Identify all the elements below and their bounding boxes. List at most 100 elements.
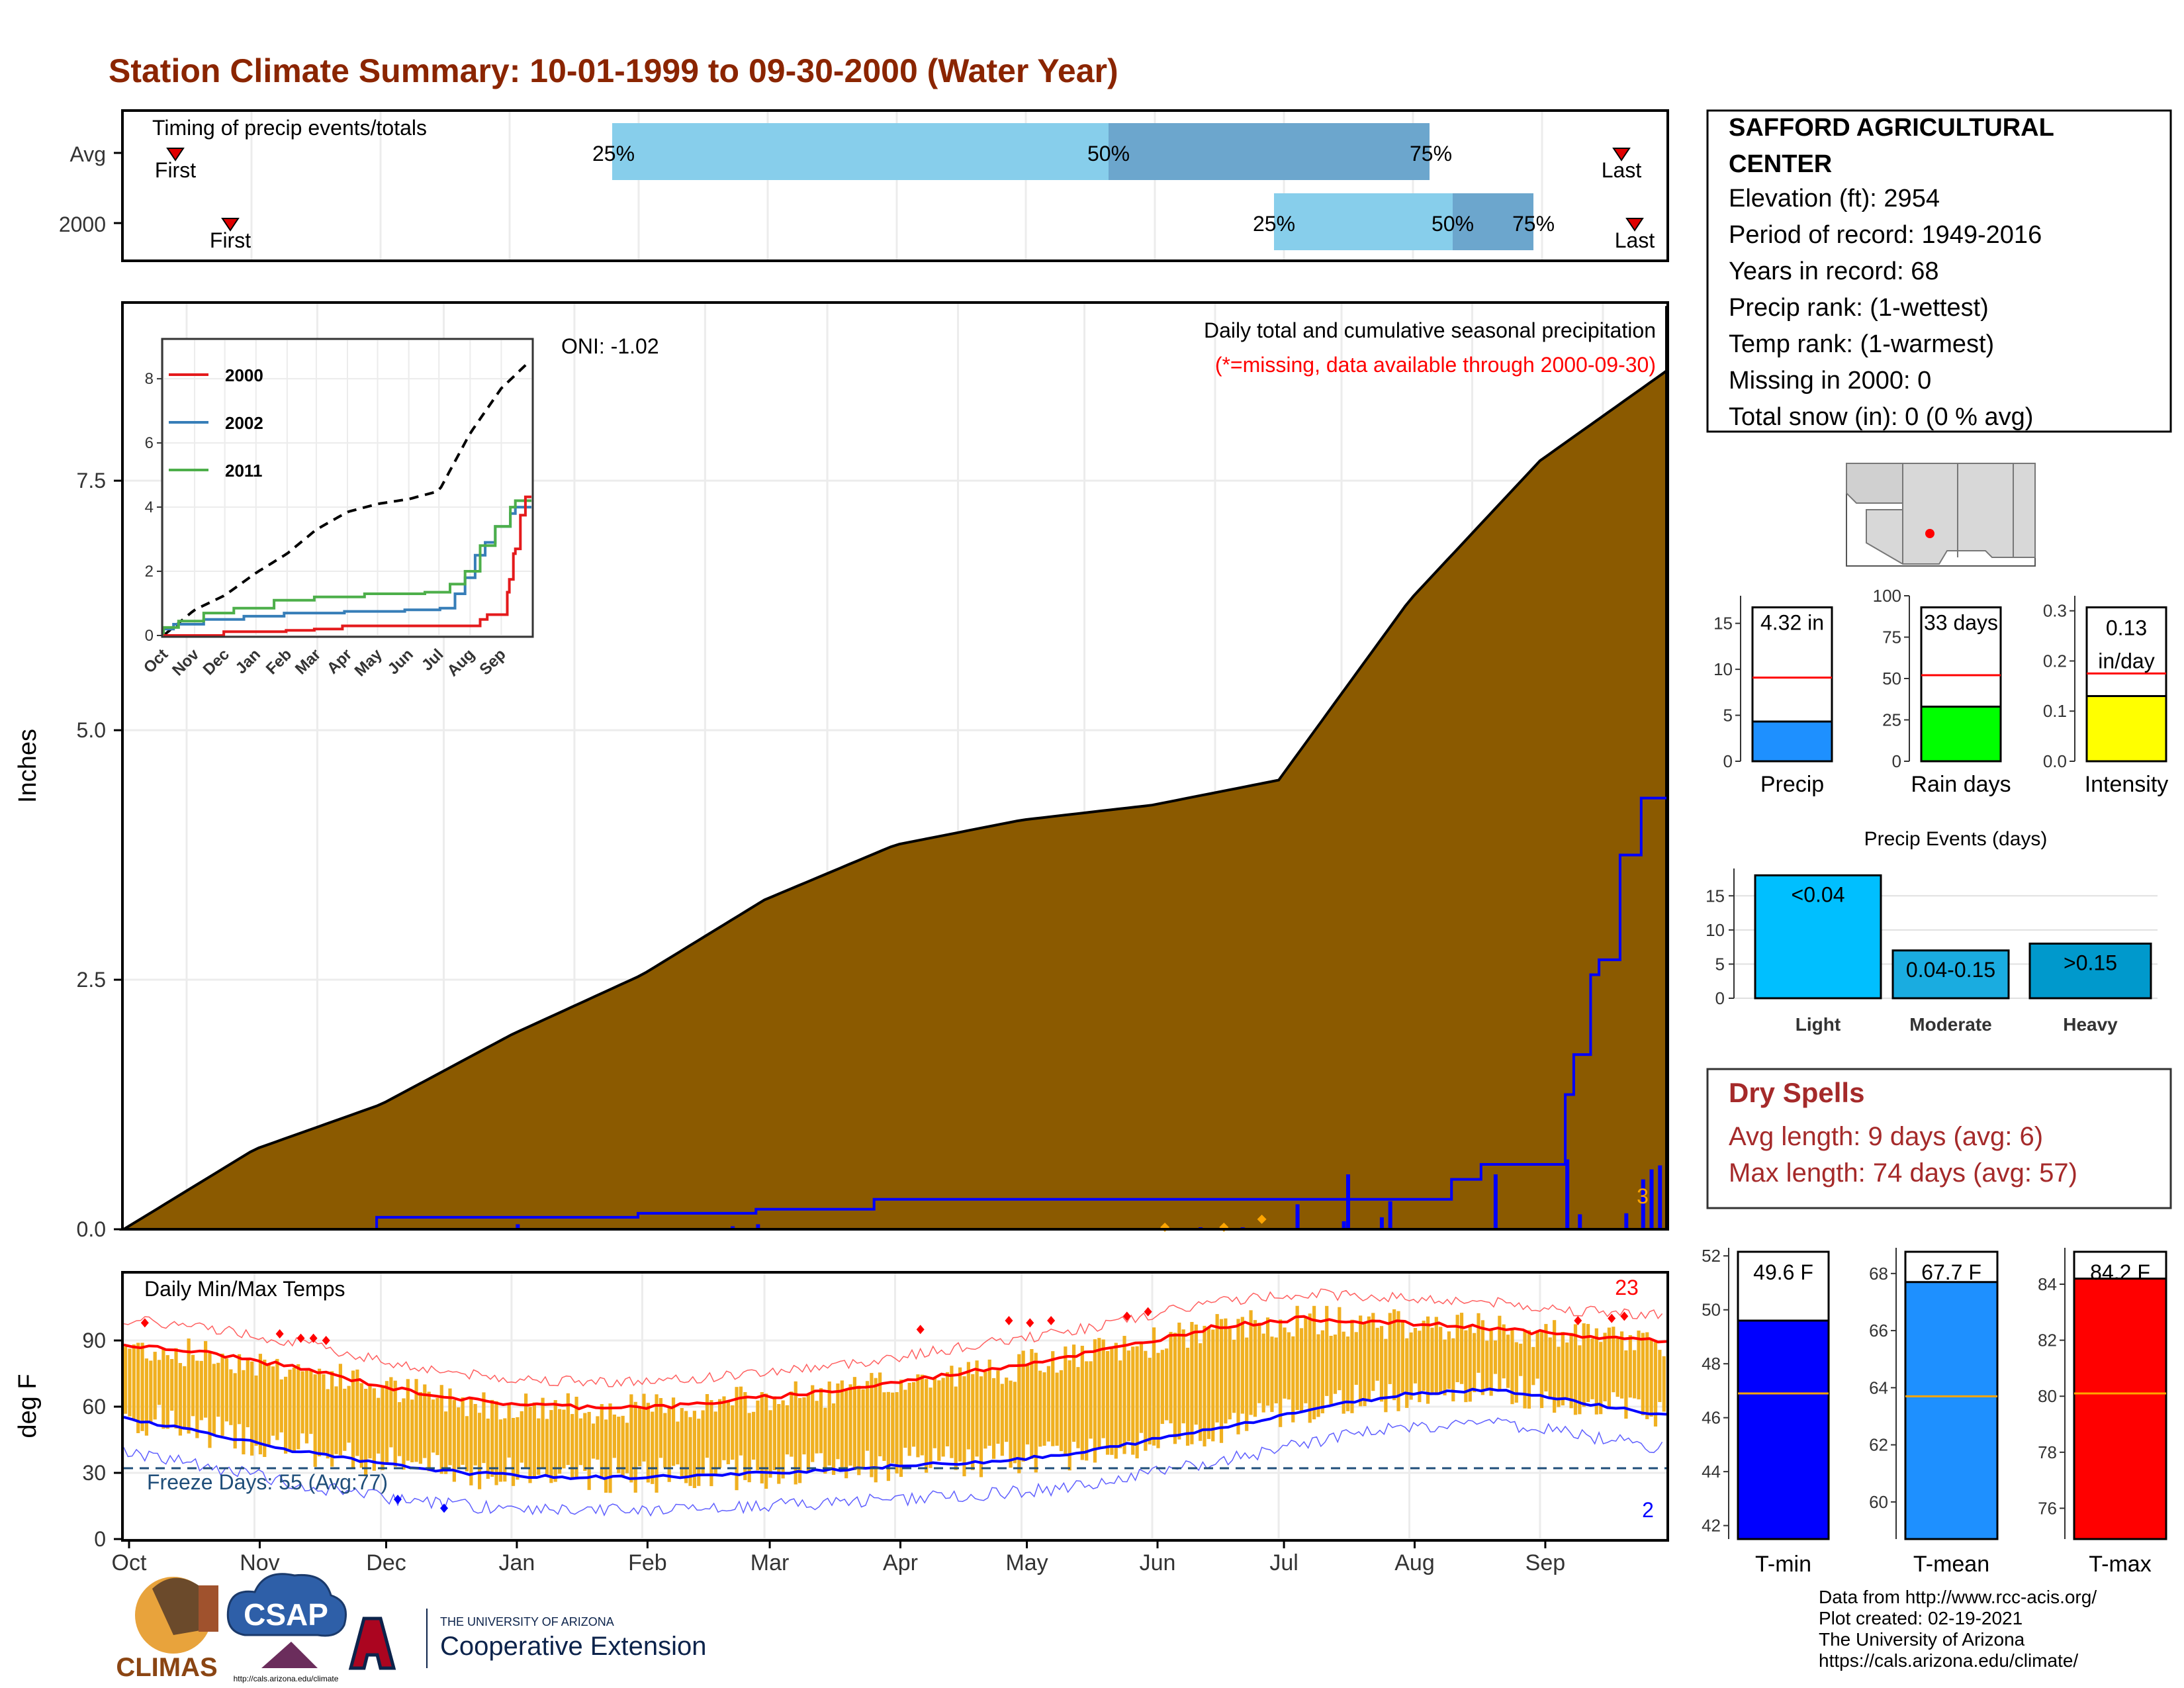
- temp-bar-tick-label: 82: [2038, 1331, 2057, 1350]
- avg-last-marker: [1612, 148, 1631, 162]
- precip-ytick-label: 2.5: [77, 968, 106, 992]
- daily-temp-bar: [347, 1385, 351, 1443]
- daily-temp-bar: [183, 1366, 187, 1430]
- daily-temp-bar: [815, 1401, 819, 1454]
- inset-ytick-label: 0: [145, 627, 154, 645]
- daily-temp-bar: [743, 1391, 747, 1480]
- daily-temp-bar: [688, 1417, 692, 1486]
- daily-temp-bar: [608, 1403, 612, 1493]
- daily-temp-bar: [498, 1419, 503, 1482]
- events-tick-label: 15: [1706, 886, 1725, 906]
- daily-temp-bar: [1405, 1338, 1409, 1408]
- daily-temp-bar: [1215, 1314, 1219, 1423]
- ua-line1: THE UNIVERSITY OF ARIZONA: [440, 1615, 614, 1628]
- station-line-elevation: Elevation (ft): 2954: [1729, 185, 1940, 212]
- daily-temp-bar: [983, 1372, 987, 1449]
- daily-temp-bar: [157, 1360, 161, 1405]
- temp-label: Daily Min/Max Temps: [144, 1277, 345, 1301]
- summary-bar-label: Intensity: [2085, 772, 2169, 797]
- daily-temp-bar: [1025, 1364, 1030, 1445]
- mini-tick-label: 0.3: [2043, 601, 2067, 621]
- daily-temp-bar: [735, 1387, 739, 1491]
- daily-temp-bar: [785, 1405, 790, 1455]
- daily-temp-bar: [537, 1418, 541, 1475]
- daily-temp-bar: [1312, 1305, 1316, 1420]
- daily-temp-bar: [1093, 1339, 1097, 1463]
- daily-temp-bar: [1586, 1324, 1590, 1403]
- event-category-label: Moderate: [1909, 1014, 1991, 1035]
- daily-temp-bar: [317, 1368, 322, 1457]
- daily-precip-bar: [1641, 1179, 1645, 1229]
- daily-temp-bar: [701, 1410, 705, 1474]
- daily-temp-bar: [279, 1379, 283, 1432]
- daily-precip-bar: [516, 1224, 520, 1229]
- daily-temp-bar: [1148, 1358, 1152, 1445]
- daily-temp-bar: [195, 1360, 199, 1438]
- daily-temp-bar: [199, 1360, 203, 1421]
- daily-temp-bar: [1637, 1331, 1641, 1399]
- daily-temp-bar: [1628, 1335, 1632, 1398]
- daily-temp-bar: [751, 1411, 756, 1460]
- daily-temp-bar: [372, 1388, 376, 1471]
- daily-temp-bar: [570, 1414, 574, 1480]
- events-tick-label: 0: [1715, 988, 1725, 1008]
- temp-bar-label: T-mean: [1913, 1552, 1989, 1577]
- y2000-q75-label: 75%: [1512, 212, 1555, 236]
- daily-temp-bar: [1068, 1360, 1071, 1471]
- daily-temp-bar: [1561, 1332, 1565, 1406]
- daily-temp-bar: [1624, 1350, 1628, 1419]
- record-max-count: 23: [1615, 1276, 1639, 1299]
- daily-temp-bar: [267, 1364, 271, 1446]
- daily-temp-bar: [444, 1411, 448, 1474]
- station-line-snow: Total snow (in): 0 (0 % avg): [1729, 403, 2033, 431]
- daily-temp-bar: [621, 1415, 625, 1477]
- daily-temp-bar: [1173, 1333, 1177, 1444]
- daily-temp-bar: [617, 1417, 621, 1474]
- daily-temp-bar: [1649, 1339, 1653, 1417]
- daily-temp-bar: [1308, 1313, 1312, 1423]
- average-min-line: [123, 1387, 1667, 1480]
- daily-temp-bar: [1464, 1330, 1468, 1403]
- daily-precip-bar: [1658, 1165, 1662, 1229]
- event-bar-label: 0.04-0.15: [1906, 958, 1995, 982]
- daily-temp-bar: [1582, 1323, 1586, 1407]
- temp-bar-t-mean: [1904, 1281, 1999, 1540]
- record-low-marker: [440, 1503, 449, 1513]
- temp-bar-label: T-min: [1755, 1552, 1811, 1577]
- daily-temp-bar: [1658, 1350, 1662, 1403]
- daily-temp-bar: [916, 1374, 920, 1458]
- daily-temp-bar: [1320, 1330, 1324, 1414]
- daily-temp-bar: [1240, 1317, 1244, 1414]
- daily-temp-bar: [482, 1392, 486, 1464]
- daily-temp-bar: [705, 1393, 709, 1458]
- temp-bar-tick-label: 62: [1869, 1435, 1888, 1455]
- daily-temp-bar: [1013, 1382, 1017, 1464]
- daily-temp-bar: [284, 1376, 288, 1454]
- daily-temp-bar: [1274, 1337, 1278, 1403]
- daily-temp-bar: [191, 1354, 195, 1417]
- inset-legend-2011: 2011: [225, 461, 262, 481]
- daily-temp-bar: [557, 1409, 562, 1474]
- daily-temp-bar: [1000, 1383, 1004, 1456]
- daily-temp-bar: [1418, 1331, 1422, 1403]
- credit-url: https://cals.arizona.edu/climate/: [1819, 1650, 2078, 1671]
- avg-last-label: Last: [1602, 158, 1642, 182]
- temp-bar-tick-label: 52: [1702, 1246, 1721, 1266]
- daily-temp-bar: [351, 1370, 355, 1470]
- timing-row-2000: 2000: [59, 212, 106, 236]
- daily-precip-bar: [731, 1226, 735, 1229]
- daily-temp-bar: [831, 1403, 836, 1476]
- events-title: Precip Events (days): [1864, 828, 2048, 850]
- month-tick-label: Dec: [366, 1550, 406, 1575]
- daily-temp-bar: [583, 1413, 587, 1472]
- daily-temp-bar: [149, 1360, 153, 1423]
- daily-temp-bar: [1329, 1335, 1333, 1405]
- temp-bar-tick-label: 78: [2038, 1442, 2057, 1462]
- precip-note-2: (*=missing, data available through 2000-…: [1215, 353, 1656, 377]
- daily-temp-bar: [731, 1405, 735, 1460]
- month-tick-label: Apr: [883, 1550, 918, 1575]
- daily-temp-bar: [1557, 1346, 1561, 1407]
- daily-precip-bar: [1295, 1204, 1300, 1229]
- daily-temp-bar: [646, 1403, 650, 1483]
- temp-bar-tick-label: 42: [1702, 1516, 1721, 1536]
